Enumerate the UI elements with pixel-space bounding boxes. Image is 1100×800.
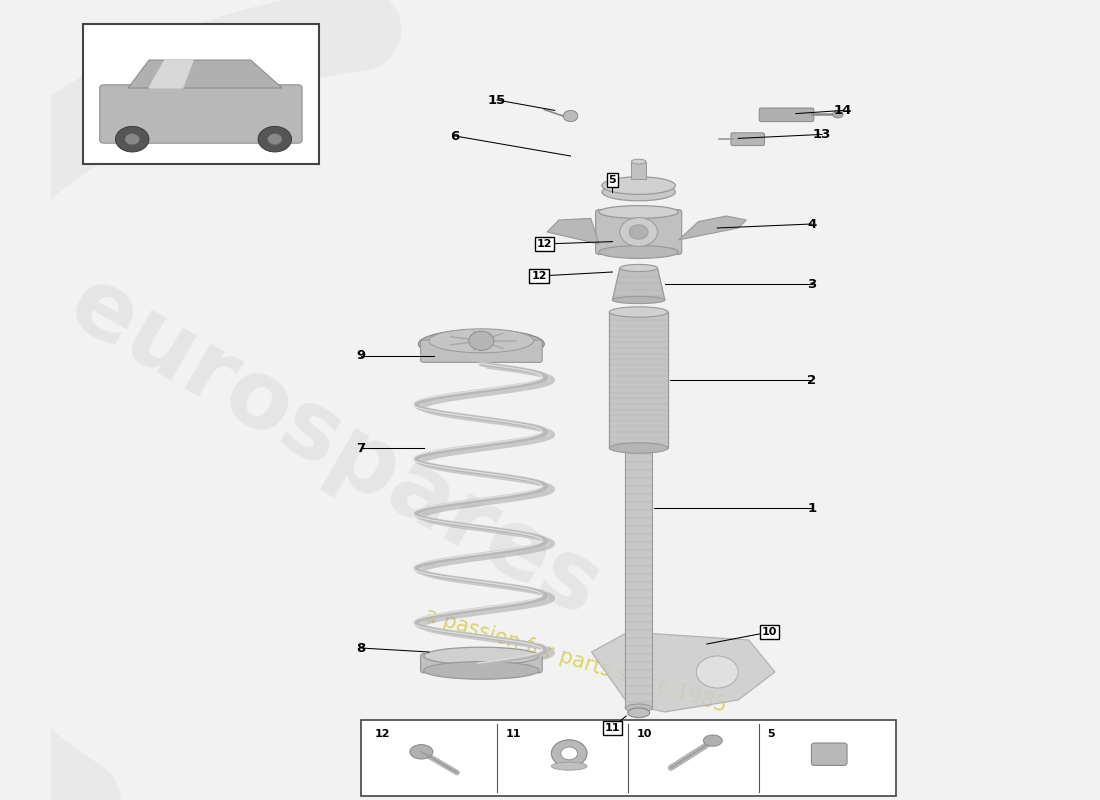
- Text: 5: 5: [768, 729, 776, 738]
- Ellipse shape: [703, 735, 723, 746]
- Text: 2: 2: [807, 374, 816, 386]
- Text: 4: 4: [807, 218, 816, 230]
- Text: 11: 11: [506, 729, 521, 738]
- Ellipse shape: [598, 246, 679, 258]
- FancyBboxPatch shape: [82, 24, 319, 164]
- Ellipse shape: [609, 443, 668, 453]
- Text: 6: 6: [451, 130, 460, 142]
- FancyBboxPatch shape: [609, 312, 668, 448]
- FancyBboxPatch shape: [596, 210, 682, 254]
- Ellipse shape: [628, 708, 650, 718]
- Ellipse shape: [429, 329, 534, 353]
- Ellipse shape: [631, 159, 646, 164]
- FancyBboxPatch shape: [631, 162, 646, 179]
- Polygon shape: [592, 632, 776, 712]
- FancyBboxPatch shape: [625, 448, 652, 708]
- Text: a passion for parts since 1985: a passion for parts since 1985: [422, 604, 729, 716]
- Text: 13: 13: [813, 128, 832, 141]
- Circle shape: [619, 218, 658, 246]
- Text: 12: 12: [537, 239, 552, 249]
- Polygon shape: [547, 218, 598, 244]
- Circle shape: [125, 134, 140, 145]
- Ellipse shape: [418, 330, 544, 358]
- Text: 7: 7: [356, 442, 365, 454]
- Text: eurospares: eurospares: [53, 259, 616, 637]
- FancyBboxPatch shape: [361, 720, 895, 796]
- Circle shape: [563, 110, 578, 122]
- FancyBboxPatch shape: [420, 654, 542, 673]
- Text: 5: 5: [608, 175, 616, 185]
- Ellipse shape: [598, 206, 679, 218]
- FancyBboxPatch shape: [100, 85, 302, 143]
- Circle shape: [561, 747, 578, 760]
- Ellipse shape: [609, 306, 668, 317]
- FancyBboxPatch shape: [420, 340, 542, 362]
- Text: 12: 12: [374, 729, 389, 738]
- Ellipse shape: [833, 110, 843, 118]
- Ellipse shape: [424, 662, 539, 679]
- Ellipse shape: [619, 264, 658, 272]
- Polygon shape: [148, 60, 192, 88]
- Ellipse shape: [602, 183, 675, 201]
- FancyBboxPatch shape: [730, 133, 764, 146]
- Text: 10: 10: [762, 627, 778, 637]
- Text: 11: 11: [605, 723, 620, 733]
- Ellipse shape: [602, 177, 675, 194]
- Polygon shape: [679, 216, 746, 240]
- Circle shape: [258, 126, 292, 152]
- Text: 1: 1: [807, 502, 816, 514]
- Circle shape: [469, 331, 494, 350]
- Text: 10: 10: [637, 729, 652, 738]
- Circle shape: [267, 134, 283, 145]
- Circle shape: [551, 740, 587, 767]
- FancyBboxPatch shape: [812, 743, 847, 766]
- Text: 12: 12: [531, 271, 547, 281]
- Ellipse shape: [410, 745, 433, 759]
- Ellipse shape: [625, 704, 652, 712]
- Ellipse shape: [424, 647, 539, 665]
- Text: 15: 15: [488, 94, 506, 106]
- Polygon shape: [613, 268, 664, 300]
- FancyBboxPatch shape: [759, 108, 814, 122]
- Circle shape: [696, 656, 738, 688]
- Text: 3: 3: [807, 278, 816, 290]
- Polygon shape: [128, 60, 283, 88]
- Circle shape: [116, 126, 148, 152]
- Circle shape: [629, 225, 648, 239]
- Text: 8: 8: [356, 642, 365, 654]
- Text: 14: 14: [834, 104, 852, 117]
- Text: 9: 9: [356, 350, 365, 362]
- Ellipse shape: [613, 296, 664, 304]
- Ellipse shape: [551, 762, 587, 770]
- Ellipse shape: [625, 444, 652, 452]
